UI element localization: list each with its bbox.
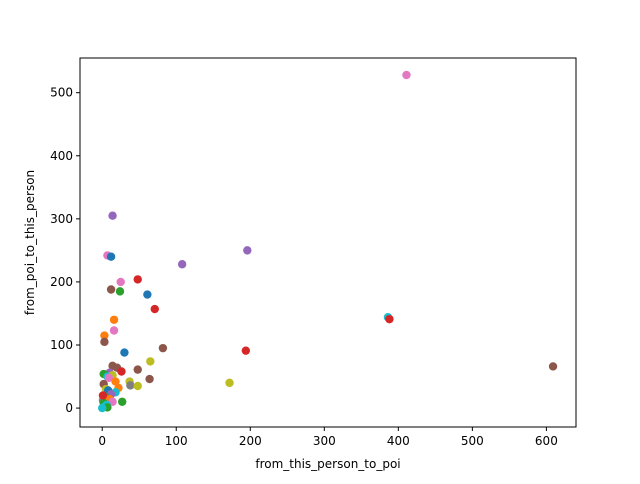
data-point-4	[106, 252, 116, 261]
data-point-0	[402, 70, 411, 80]
data-point-23	[548, 362, 558, 371]
data-point-21	[146, 357, 155, 366]
data-point-2	[243, 246, 252, 255]
data-point-18	[158, 343, 168, 353]
data-point-9	[115, 287, 125, 296]
data-point-32	[145, 374, 154, 384]
data-point-19	[241, 346, 251, 355]
data-point-15	[109, 326, 119, 335]
data-point-7	[116, 277, 125, 287]
plot-frame	[79, 57, 577, 428]
data-point-6	[133, 275, 142, 284]
x-axis-ticks: 0 100 200 300 400 500 600	[98, 427, 558, 448]
y-tick-label-0: 0	[65, 401, 73, 415]
plot-area	[80, 58, 576, 427]
x-tick-label-200: 200	[239, 434, 262, 448]
y-tick-label-500: 500	[50, 86, 73, 100]
x-tick-label-500: 500	[461, 434, 484, 448]
data-point-36	[126, 381, 135, 390]
y-tick-label-400: 400	[50, 149, 73, 163]
x-axis-label: from_this_person_to_poi	[255, 457, 400, 471]
x-tick-label-0: 0	[98, 434, 106, 448]
data-point-54	[98, 391, 108, 400]
x-tick-label-400: 400	[387, 434, 410, 448]
data-point-26	[117, 367, 126, 376]
data-point-10	[143, 290, 152, 299]
y-tick-label-300: 300	[50, 212, 73, 226]
data-point-37	[133, 381, 142, 391]
data-point-14	[109, 315, 119, 324]
y-axis-label: from_poi_to_this_person	[23, 170, 37, 315]
y-tick-label-200: 200	[50, 275, 73, 289]
data-point-25	[133, 365, 142, 374]
data-point-11	[150, 304, 159, 314]
data-point-48	[118, 397, 127, 406]
data-point-8	[106, 285, 116, 294]
data-point-31	[104, 373, 114, 382]
y-axis-ticks: 0 100 200 300 400 500	[50, 86, 80, 415]
data-point-5	[177, 260, 187, 269]
data-points	[98, 70, 558, 413]
data-point-16	[100, 331, 109, 340]
x-tick-label-300: 300	[313, 434, 336, 448]
x-tick-label-100: 100	[165, 434, 188, 448]
data-point-17	[100, 337, 109, 347]
data-point-13	[385, 314, 394, 324]
data-point-1	[108, 211, 117, 220]
data-point-20	[120, 348, 129, 357]
y-tick-label-100: 100	[50, 338, 73, 352]
x-tick-label-600: 600	[535, 434, 558, 448]
data-point-34	[225, 378, 234, 388]
data-point-53	[98, 403, 107, 413]
data-point-35	[111, 377, 120, 386]
